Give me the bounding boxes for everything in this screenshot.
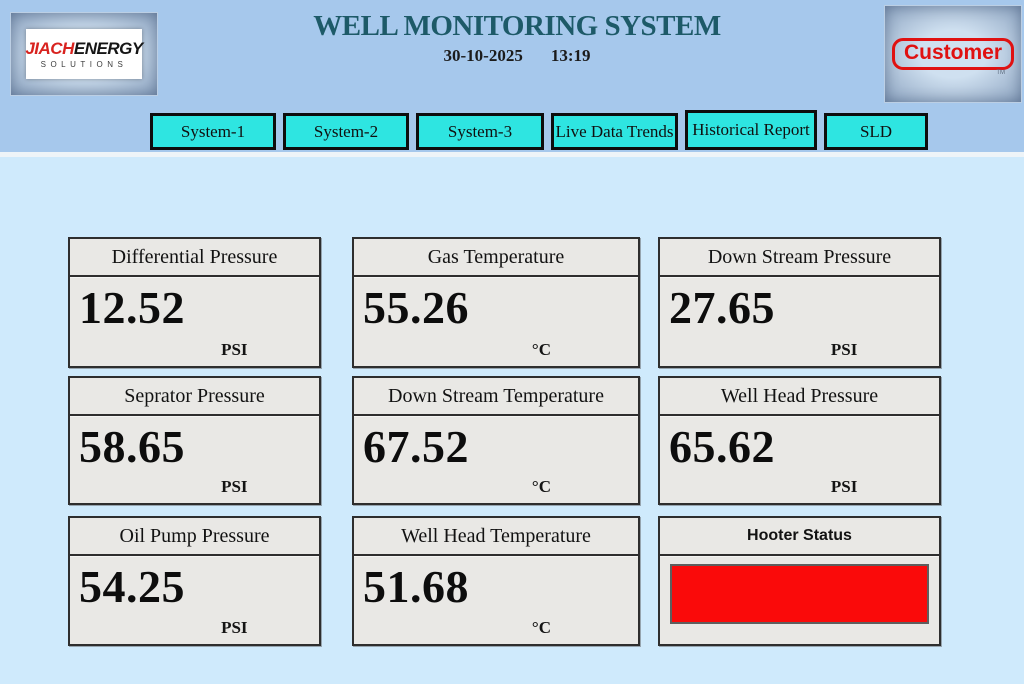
panel-title: Seprator Pressure [70,378,319,416]
panel-unit: PSI [830,340,858,359]
panel-title: Oil Pump Pressure [70,518,319,556]
panel-body: 67.52 °C [354,416,638,503]
tab-system-1[interactable]: System-1 [150,113,276,150]
hooter-alarm-indicator [670,564,929,624]
tab-sld[interactable]: SLD [824,113,928,150]
panel-unit: PSI [830,477,858,496]
panel-value: 55.26 [363,282,469,333]
measurement-panel: Gas Temperature 55.26 °C [352,237,640,368]
panel-value: 51.68 [363,561,469,612]
company-logo-brand-black: ENERGY [73,38,143,58]
panel-unit: °C [531,618,551,637]
panel-value: 58.65 [79,421,185,472]
header-separator [0,152,1024,157]
tab-system-3[interactable]: System-3 [416,113,544,150]
company-logo-card: JIACHENERGY SOLUTIONS [25,29,143,79]
panel-body: 55.26 °C [354,277,638,366]
customer-logo-badge: Customer [891,38,1015,70]
time-display: 13:19 [550,46,591,66]
panel-title: Well Head Pressure [660,378,939,416]
panel-title: Down Stream Pressure [660,239,939,277]
header: JIACHENERGY SOLUTIONS WELL MONITORING SY… [0,0,1024,152]
panel-title: Gas Temperature [354,239,638,277]
panel-unit: PSI [221,340,248,359]
measurement-panel: Oil Pump Pressure 54.25 PSI [68,516,321,646]
panel-body: 58.65 PSI [70,416,319,503]
panel-unit: PSI [221,477,248,496]
company-logo: JIACHENERGY SOLUTIONS [10,12,158,96]
customer-logo: Customer TM [884,5,1022,103]
panel-unit: PSI [221,618,248,637]
panel-value: 12.52 [79,282,185,333]
company-logo-brand: JIACHENERGY [25,38,143,58]
panel-body: 54.25 PSI [70,556,319,644]
panel-unit: °C [531,340,551,359]
panel-title: Well Head Temperature [354,518,638,556]
page-title: WELL MONITORING SYSTEM [313,10,721,42]
panel-value: 54.25 [79,561,185,612]
hooter-status-panel: Hooter Status [658,516,941,646]
measurement-panel: Well Head Pressure 65.62 PSI [658,376,941,505]
panel-body: 12.52 PSI [70,277,319,366]
panel-body: 65.62 PSI [660,416,939,503]
measurement-panel: Down Stream Temperature 67.52 °C [352,376,640,505]
panel-title: Differential Pressure [70,239,319,277]
tab-system-2[interactable]: System-2 [283,113,409,150]
panel-title: Down Stream Temperature [354,378,638,416]
panel-body: 27.65 PSI [660,277,939,366]
datetime: 30-10-2025 13:19 [162,46,872,66]
measurement-panel: Seprator Pressure 58.65 PSI [68,376,321,505]
company-logo-brand-red: JIACH [25,38,74,58]
panel-value: 67.52 [363,421,469,472]
title-block: WELL MONITORING SYSTEM 30-10-2025 13:19 [162,10,872,66]
measurement-panel: Differential Pressure 12.52 PSI [68,237,321,368]
measurement-grid: Differential Pressure 12.52 PSI Gas Temp… [68,237,941,646]
tab-historical-report[interactable]: Historical Report [685,110,817,150]
company-logo-subtitle: SOLUTIONS [40,59,128,69]
measurement-panel: Down Stream Pressure 27.65 PSI [658,237,941,368]
hooter-title: Hooter Status [660,518,939,556]
panel-value: 27.65 [669,282,775,333]
measurement-panel: Well Head Temperature 51.68 °C [352,516,640,646]
trademark-mark: TM [996,70,1005,76]
panel-body: 51.68 °C [354,556,638,644]
tab-live-data-trends[interactable]: Live Data Trends [551,113,678,150]
panel-unit: °C [531,477,551,496]
panel-value: 65.62 [669,421,775,472]
nav-tabs: System-1 System-2 System-3 Live Data Trends… [150,110,928,150]
hooter-body [660,556,939,644]
date-display: 30-10-2025 [443,46,523,66]
